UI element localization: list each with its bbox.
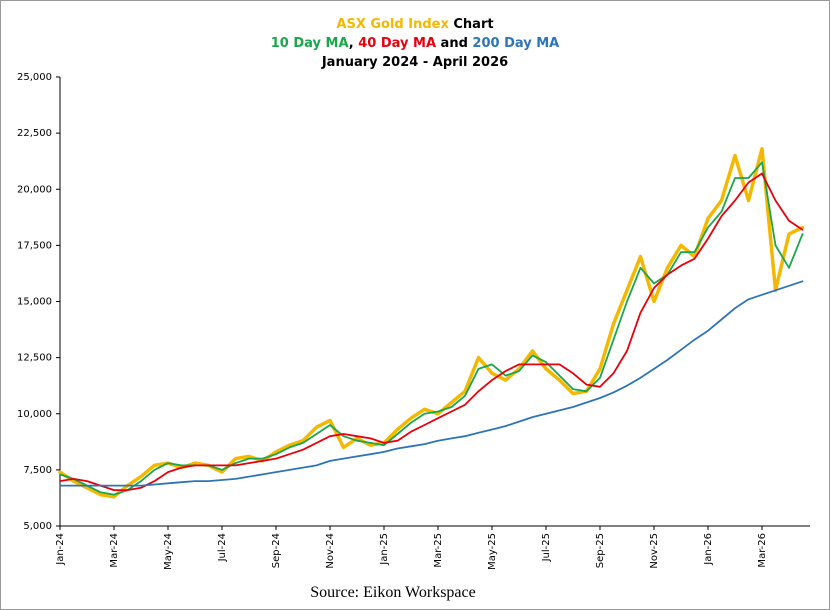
chart-title: January 2024 - April 2026	[321, 55, 508, 70]
x-tick-label: Sep-24	[271, 533, 282, 568]
chart-title: ASX Gold Index Chart	[336, 17, 493, 32]
y-tick-label: 15,000	[17, 297, 52, 308]
x-tick-label: Jul-24	[217, 533, 228, 562]
x-tick-label: Jan-26	[703, 533, 714, 566]
y-tick-label: 17,500	[17, 240, 52, 251]
y-tick-label: 5,000	[23, 521, 52, 532]
title-segment: Chart	[449, 17, 494, 32]
x-tick-label: Sep-25	[595, 533, 606, 568]
title-segment: ASX Gold Index	[336, 17, 449, 32]
title-segment: 40 Day MA	[358, 36, 436, 51]
y-tick-label: 12,500	[17, 353, 52, 364]
y-tick-label: 7,500	[23, 465, 52, 476]
series-line	[59, 280, 804, 487]
x-tick-label: Mar-25	[433, 533, 444, 568]
x-tick-label: Nov-25	[649, 533, 660, 569]
x-tick-label: Mar-26	[757, 533, 768, 568]
title-segment: January 2024 - April 2026	[321, 55, 508, 70]
x-tick-label: Nov-24	[325, 533, 336, 569]
source-note: Source: Eikon Workspace	[310, 584, 475, 601]
chart-title: 10 Day MA, 40 Day MA and 200 Day MA	[271, 36, 560, 51]
y-tick-label: 10,000	[17, 409, 52, 420]
x-tick-label: Jul-25	[541, 533, 552, 562]
x-tick-label: Jan-24	[55, 533, 66, 566]
x-tick-label: Jan-25	[379, 533, 390, 566]
series-line	[59, 161, 804, 496]
x-tick-label: May-25	[487, 533, 498, 570]
x-tick-label: May-24	[163, 533, 174, 570]
title-segment: and	[436, 36, 472, 51]
title-segment: ,	[349, 36, 358, 51]
title-segment: 200 Day MA	[472, 36, 559, 51]
series-line	[59, 172, 804, 491]
y-tick-label: 22,500	[17, 128, 52, 139]
x-tick-label: Mar-24	[109, 533, 120, 568]
y-tick-label: 20,000	[17, 184, 52, 195]
y-tick-label: 25,000	[17, 72, 52, 83]
title-segment: 10 Day MA	[271, 36, 349, 51]
